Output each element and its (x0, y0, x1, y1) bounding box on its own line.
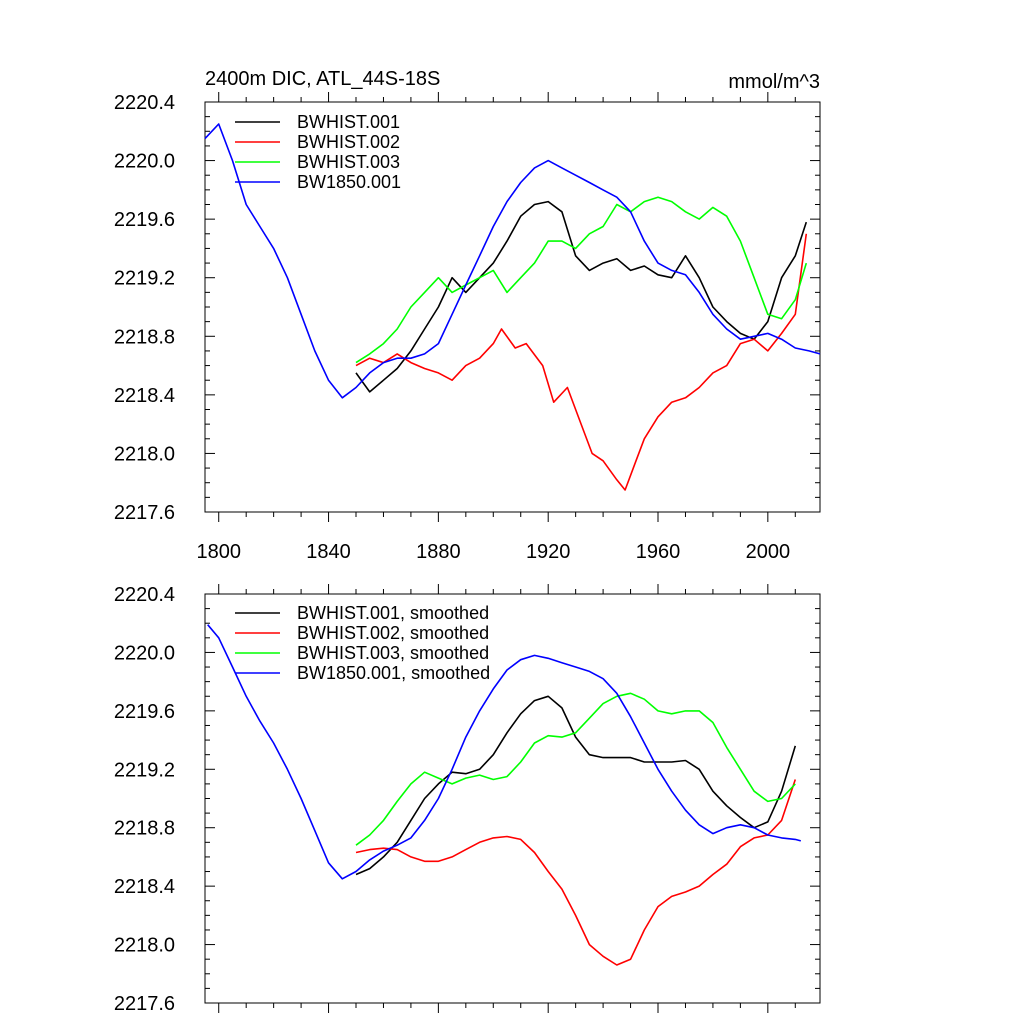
bottom-plot-lines (207, 624, 802, 966)
legend-label: BWHIST.001 (297, 112, 400, 132)
bottom-panel: 2217.6 2218.0 2218.4 2218.8 2219.2 2219.6 2220… (114, 584, 821, 1015)
legend-label: BW1850.001, smoothed (297, 663, 490, 683)
units-label: mmol/m^3 (728, 71, 820, 93)
y-tick-label: 2220.0 (114, 151, 175, 173)
y-tick-label: 2219.6 (114, 209, 175, 231)
series-line (207, 624, 802, 880)
series-line (355, 779, 797, 966)
series-line (355, 200, 808, 393)
series-line (355, 692, 796, 846)
y-tick-label: 2220.0 (114, 642, 175, 664)
series-line (355, 233, 808, 491)
x-tick-label: 1800 (196, 541, 241, 563)
top-axes: 2217.6 2218.0 2218.4 2218.8 2219.2 2219.6 2220… (114, 92, 821, 563)
y-tick-label: 2219.2 (114, 759, 175, 781)
series-line (204, 123, 821, 399)
series-line (355, 196, 808, 364)
y-tick-label: 2218.4 (114, 385, 175, 407)
y-tick-label: 2218.8 (114, 818, 175, 840)
y-tick-label: 2219.6 (114, 701, 175, 723)
y-tick-label: 2218.8 (114, 326, 175, 348)
x-tick-label: 1880 (416, 541, 461, 563)
y-tick-label: 2217.6 (114, 502, 175, 524)
legend-label: BW1850.001 (297, 172, 401, 192)
y-tick-label: 2220.4 (114, 92, 175, 114)
x-tick-label: 2000 (746, 541, 791, 563)
bottom-axes: 2217.6 2218.0 2218.4 2218.8 2219.2 2219.6 2220… (114, 584, 821, 1015)
y-tick-label: 2218.0 (114, 935, 175, 957)
legend-label: BWHIST.002, smoothed (297, 623, 489, 643)
x-tick-label: 1960 (636, 541, 681, 563)
legend-label: BWHIST.002 (297, 132, 400, 152)
legend-label: BWHIST.003, smoothed (297, 643, 489, 663)
y-tick-label: 2220.4 (114, 584, 175, 606)
series-line (355, 695, 797, 876)
y-tick-label: 2217.6 (114, 993, 175, 1015)
chart-title: 2400m DIC, ATL_44S-18S (205, 68, 440, 90)
y-tick-label: 2218.0 (114, 443, 175, 465)
top-panel: 2400m DIC, ATL_44S-18S mmol/m^3 2217.622… (114, 68, 821, 563)
legend-label: BWHIST.003 (297, 152, 400, 172)
top-plot-lines (204, 123, 821, 491)
y-tick-label: 2218.4 (114, 876, 175, 898)
x-tick-label: 1840 (306, 541, 351, 563)
y-tick-label: 2219.2 (114, 268, 175, 290)
x-tick-label: 1920 (526, 541, 571, 563)
legend-label: BWHIST.001, smoothed (297, 603, 489, 623)
